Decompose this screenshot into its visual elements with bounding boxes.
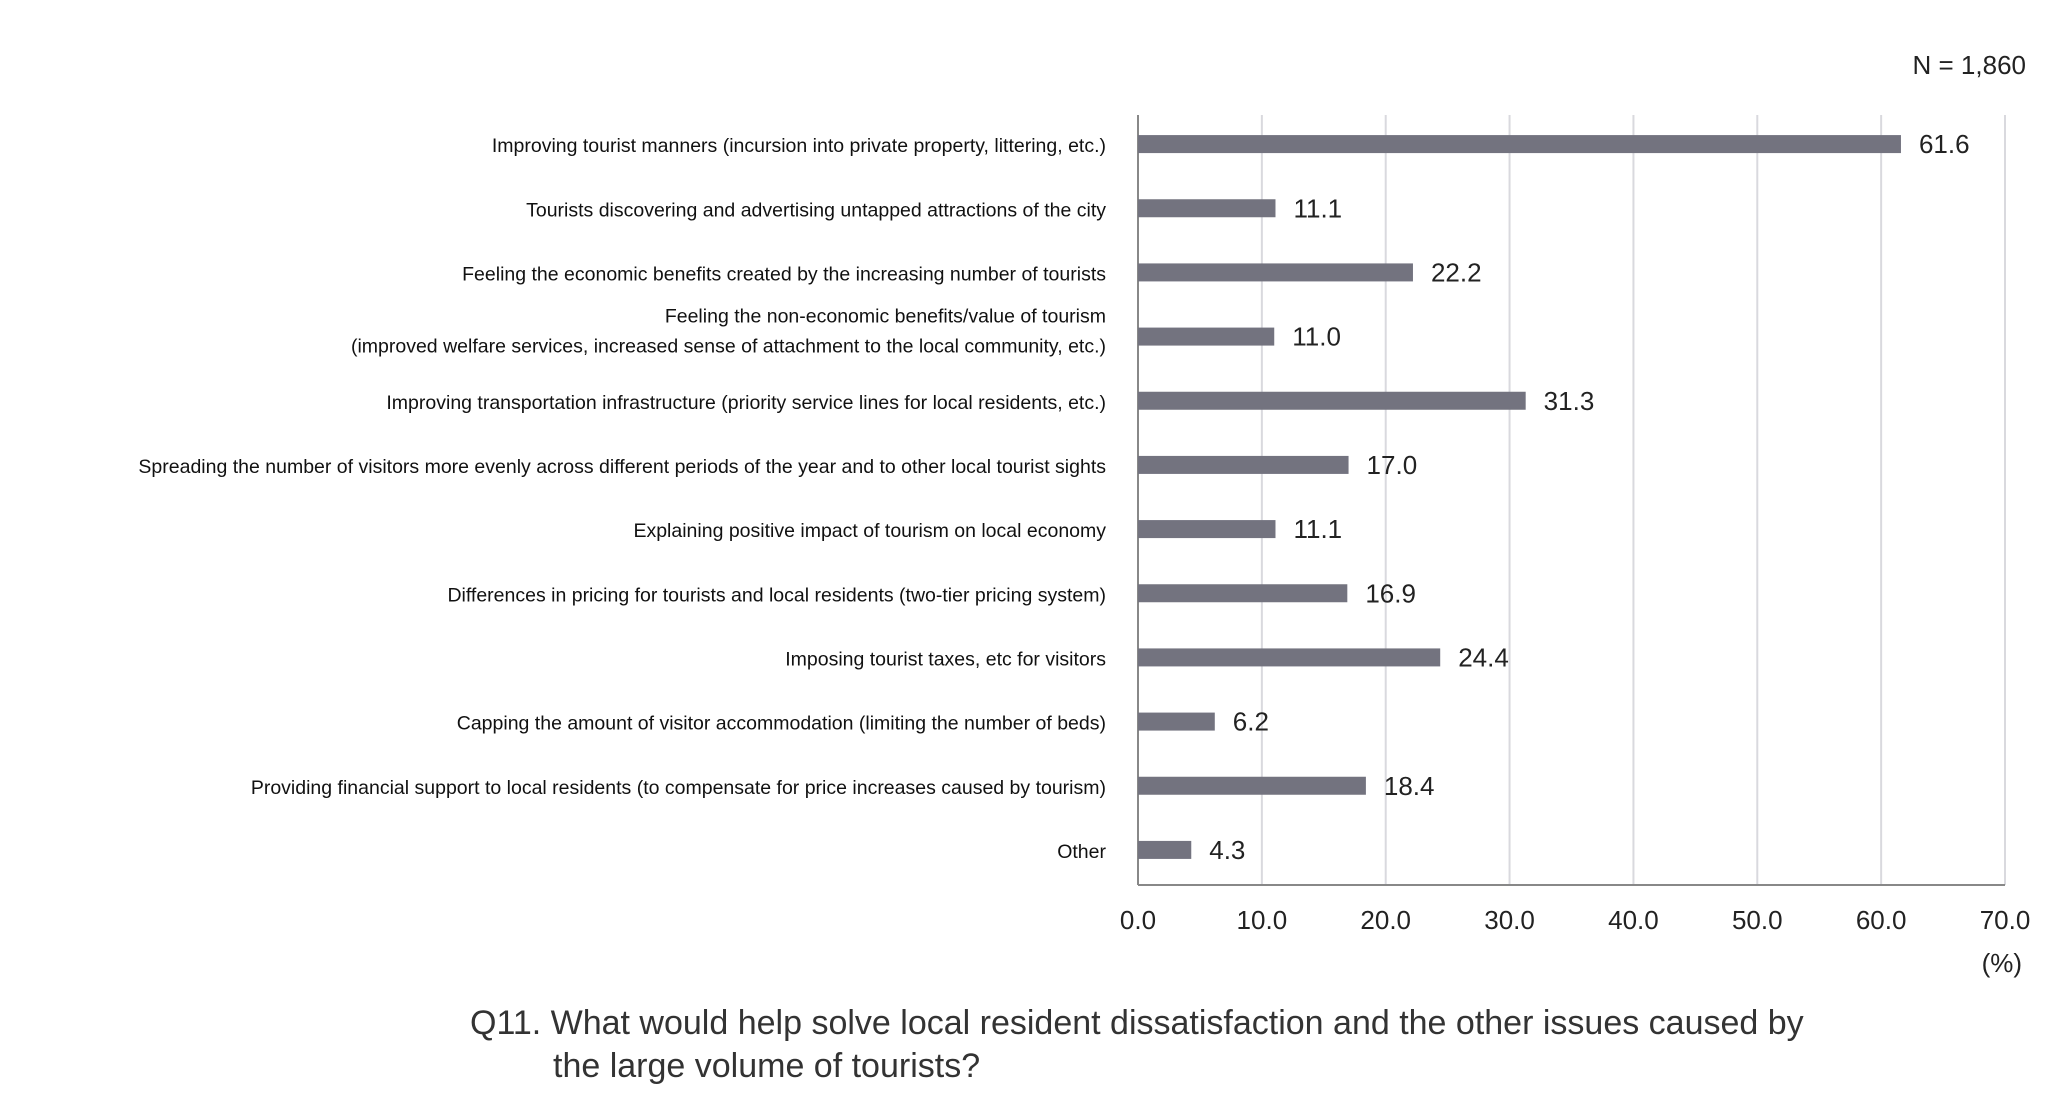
category-label: Spreading the number of visitors more ev… (138, 456, 1106, 478)
category-label: Imposing tourist taxes, etc for visitors (785, 648, 1106, 670)
value-label: 18.4 (1384, 771, 1435, 801)
category-label: (improved welfare services, increased se… (351, 336, 1106, 358)
x-tick-label: 70.0 (1980, 905, 2031, 935)
value-label: 61.6 (1919, 129, 1970, 159)
x-tick-label: 40.0 (1608, 905, 1659, 935)
value-label: 22.2 (1431, 257, 1482, 287)
category-label: Feeling the non-economic benefits/value … (665, 306, 1106, 328)
sample-size-note: N = 1,860 (1913, 50, 2026, 80)
bar (1138, 199, 1276, 218)
x-axis-unit-label: (%) (1982, 948, 2022, 978)
category-label: Feeling the economic benefits created by… (462, 263, 1106, 285)
value-label: 11.1 (1293, 514, 1342, 544)
category-label: Tourists discovering and advertising unt… (526, 199, 1106, 221)
value-label: 11.0 (1292, 322, 1341, 352)
bar (1138, 584, 1348, 603)
category-label: Explaining positive impact of tourism on… (633, 520, 1106, 542)
value-label: 31.3 (1544, 386, 1595, 416)
x-tick-label: 10.0 (1237, 905, 1288, 935)
x-tick-label: 50.0 (1732, 905, 1783, 935)
bar (1138, 648, 1441, 667)
value-label: 11.1 (1293, 193, 1342, 223)
bar (1138, 327, 1275, 346)
value-label: 4.3 (1209, 835, 1245, 865)
x-tick-label: 20.0 (1360, 905, 1411, 935)
x-tick-label: 0.0 (1120, 905, 1156, 935)
chart-title-line-1: Q11. What would help solve local residen… (470, 1004, 1804, 1042)
category-label: Improving tourist manners (incursion int… (492, 135, 1106, 157)
bar (1138, 263, 1413, 282)
value-label: 16.9 (1365, 578, 1416, 608)
bar (1138, 840, 1192, 859)
value-label: 17.0 (1367, 450, 1418, 480)
value-label: 6.2 (1233, 707, 1269, 737)
category-label: Improving transportation infrastructure … (386, 392, 1106, 414)
x-tick-label: 30.0 (1484, 905, 1535, 935)
value-label: 24.4 (1458, 642, 1509, 672)
category-label: Differences in pricing for tourists and … (447, 584, 1106, 606)
category-label: Providing financial support to local res… (251, 777, 1106, 799)
bar (1138, 776, 1366, 795)
bar (1138, 520, 1276, 539)
bar (1138, 391, 1526, 410)
x-tick-label: 60.0 (1856, 905, 1907, 935)
bar (1138, 712, 1215, 731)
chart-title-line-2: the large volume of tourists? (553, 1047, 980, 1085)
bar (1138, 455, 1349, 474)
category-label: Capping the amount of visitor accommodat… (457, 713, 1106, 735)
category-label: Other (1057, 841, 1106, 863)
bar (1138, 135, 1901, 154)
